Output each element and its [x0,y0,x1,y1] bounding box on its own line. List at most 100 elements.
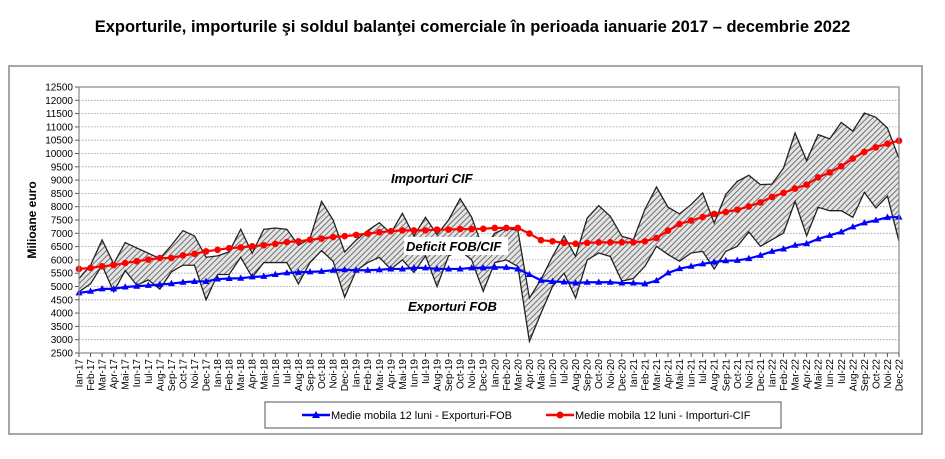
data-point [595,278,603,285]
data-point [179,252,187,259]
x-tick-label: Sep-21 [721,359,732,392]
data-point [190,277,198,284]
y-tick-label: 2500 [51,349,74,360]
data-point [572,279,580,286]
x-tick-label: Sep-20 [583,359,594,392]
data-point [295,237,302,245]
annotation-deficit: Deficit FOB/CIF [406,239,502,254]
data-point [860,219,868,226]
data-point [433,226,441,233]
y-tick-label: 11500 [46,109,74,120]
data-point [214,246,221,254]
data-point [687,217,695,224]
annotation-imports: Importuri CIF [391,171,474,186]
data-point [734,206,741,213]
x-tick-label: Iul-21 [698,359,709,384]
x-tick-label: Noi-20 [606,359,617,389]
data-point [641,237,649,245]
data-point [144,256,152,263]
data-point [468,225,475,233]
data-point [503,224,510,232]
y-tick-label: 9500 [51,162,74,173]
x-tick-label: Apr-19 [386,359,397,389]
x-tick-label: Mar-21 [652,359,663,391]
chart-title: Exporturile, importurile şi soldul balan… [94,18,851,36]
x-tick-label: Mai-20 [536,359,547,390]
y-tick-label: 7500 [51,216,74,227]
data-point [849,155,857,162]
data-point [352,231,360,239]
data-point [710,258,718,265]
legend-exports-marker [312,411,320,418]
x-tick-label: Feb-19 [363,359,374,391]
x-tick-label: Mai-18 [259,359,270,390]
data-point [814,174,822,181]
x-tick-label: Aug-17 [155,359,166,392]
data-point [883,213,891,220]
x-tick-label: Mai-22 [814,359,825,390]
x-tick-label: Aug-19 [433,359,444,392]
data-point [410,264,418,271]
data-point [272,240,279,248]
data-point [248,273,256,280]
data-point [445,226,452,233]
data-point [710,210,718,218]
data-point [756,251,764,258]
data-point [121,283,129,290]
data-point [629,279,637,286]
data-point [87,287,95,294]
data-point [479,225,487,233]
data-point [237,244,244,251]
imports-moving-average [75,137,903,273]
data-point [133,282,141,289]
x-tick-label: Apr-21 [664,359,675,389]
x-tick-label: Aug-20 [571,359,582,392]
data-point [375,228,383,236]
data-point [803,239,811,247]
data-point [202,277,210,284]
data-point [364,230,372,237]
x-tick-label: Ian-22 [767,359,778,388]
data-point [283,238,291,246]
x-tick-label: Iun-20 [548,359,559,388]
x-tick-label: Mar-22 [791,359,802,391]
data-point [872,144,880,151]
x-tick-label: Ian-19 [352,359,363,388]
x-tick-label: Iun-18 [271,359,282,388]
x-tick-label: Oct-21 [733,359,744,389]
data-point [398,265,406,272]
data-point [687,262,695,269]
y-tick-label: 7000 [51,229,74,240]
data-point [502,263,510,270]
data-point [826,169,834,176]
x-tick-label: Iul-19 [421,359,432,384]
y-tick-label: 5000 [51,282,74,293]
x-tick-label: Aug-18 [294,359,305,392]
data-point [364,266,372,273]
legend-exports-label: Medie mobila 12 luni - Exporturi-FOB [331,410,512,422]
data-point [722,256,730,264]
data-point [780,189,787,197]
y-tick-label: 9000 [51,176,74,187]
data-point [526,230,533,237]
legend: Medie mobila 12 luni - Exporturi-FOB Med… [264,401,782,429]
x-tick-label: Mar-19 [375,359,386,391]
x-tick-label: Oct-19 [456,359,467,389]
data-point [733,256,741,263]
x-tick-label: Noi-22 [883,359,894,389]
data-point [341,265,349,273]
data-point [399,227,406,234]
y-tick-label: 12500 [45,83,73,94]
data-point [479,264,487,271]
data-point [491,224,499,232]
x-tick-label: Feb-22 [779,359,790,391]
y-tick-label: 11000 [46,122,74,133]
x-tick-label: Ian-17 [75,359,86,388]
x-tick-label: Feb-18 [225,359,236,391]
data-point [745,203,753,210]
y-axis: 2500 3000 3500 4000 4500 5000 5500 6000 6500 7000… [45,83,79,360]
data-point [260,241,268,249]
data-point [618,279,626,286]
data-point [630,239,637,246]
x-tick-label: Iun-19 [409,359,420,388]
